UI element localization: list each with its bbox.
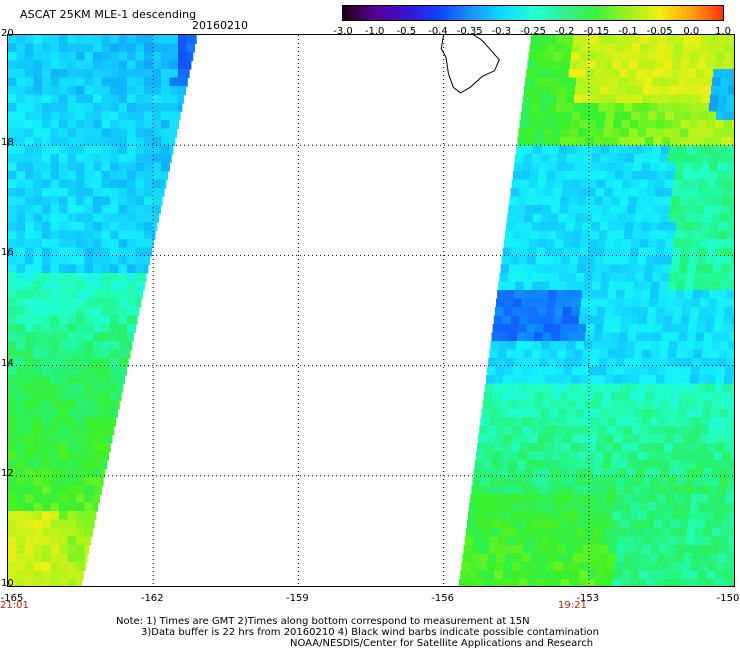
color-scale-tick-label: -0.3 bbox=[491, 26, 512, 37]
latitude-label: 18 bbox=[1, 137, 14, 149]
note-line-3: NOAA/NESDIS/Center for Satellite Applica… bbox=[290, 638, 594, 649]
hawaii-island-outline bbox=[440, 35, 500, 94]
color-scale-tick-label: -0.25 bbox=[520, 26, 546, 37]
color-scale-tick-label: 0.0 bbox=[683, 26, 700, 37]
longitude-label: -156 bbox=[431, 593, 454, 604]
map-frame bbox=[7, 34, 735, 587]
color-scale-tick-label: -0.5 bbox=[396, 26, 417, 37]
note-line-1: Note: 1) Times are GMT 2)Times along bot… bbox=[116, 616, 530, 627]
color-scale-tick-label: -0.05 bbox=[646, 26, 673, 37]
color-scale-tick-label: -0.15 bbox=[583, 26, 610, 37]
graticule-grid bbox=[8, 35, 734, 586]
latitude-label: 10 bbox=[1, 578, 14, 589]
note-line-2: 3)Data buffer is 22 hrs from 20160210 4)… bbox=[141, 627, 599, 638]
longitude-label: -165 bbox=[0, 593, 24, 604]
product-title: ASCAT 25KM MLE-1 descending bbox=[20, 8, 197, 21]
product-date: 20160210 bbox=[192, 19, 248, 32]
latitude-label: 12 bbox=[1, 467, 14, 479]
color-scale-tick-label: -3.0 bbox=[333, 26, 353, 37]
longitude-label: -150 bbox=[716, 593, 740, 604]
color-scale-tick-label: -0.2 bbox=[554, 26, 575, 37]
color-scale-gradient bbox=[343, 6, 723, 20]
latitude-label: 14 bbox=[1, 357, 14, 369]
right-swath-data bbox=[459, 35, 734, 586]
color-scale-bar bbox=[342, 5, 724, 21]
longitude-label: -159 bbox=[286, 593, 309, 604]
color-scale-tick-label: -1.0 bbox=[364, 26, 385, 37]
left-swath-time: 21:01 bbox=[0, 600, 29, 611]
color-scale-tick-label: -0.1 bbox=[618, 26, 638, 37]
left-swath-data bbox=[8, 35, 197, 586]
color-scale-tick-label: -0.35 bbox=[456, 26, 483, 37]
latitude-label: 20 bbox=[1, 28, 14, 39]
color-scale-tick-label: -0.4 bbox=[428, 26, 448, 37]
latitude-label: 16 bbox=[1, 247, 14, 259]
longitude-label: -153 bbox=[576, 593, 600, 604]
right-swath-time: 19:21 bbox=[558, 600, 587, 611]
color-scale-tick-label: 1.0 bbox=[715, 26, 731, 37]
wind-map bbox=[8, 35, 734, 586]
longitude-label: -162 bbox=[140, 593, 164, 604]
